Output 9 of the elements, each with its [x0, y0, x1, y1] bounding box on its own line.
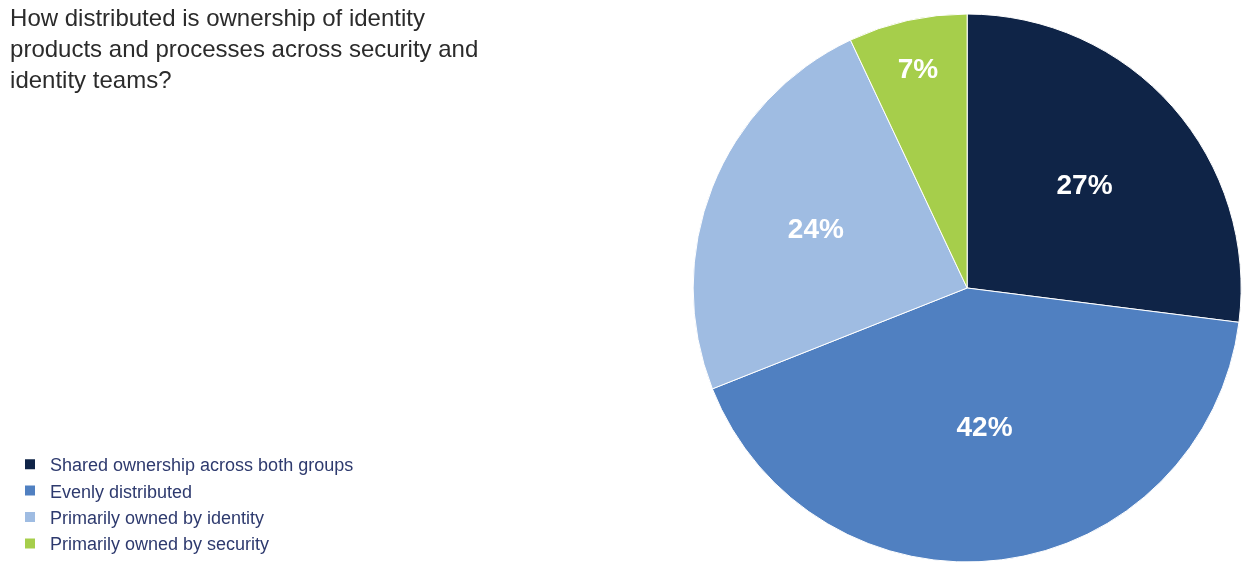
data-label: 27%	[1056, 168, 1113, 200]
legend-label: Evenly distributed	[50, 481, 193, 502]
data-label: 24%	[787, 212, 844, 244]
data-label: 42%	[956, 410, 1013, 442]
legend-label: Primarily owned by security	[50, 534, 270, 555]
legend-label: Primarily owned by identity	[50, 508, 265, 529]
data-label: 7%	[897, 52, 939, 84]
text: How distributed is ownership of identity products and processes across security and identity teams?	[10, 3, 479, 94]
legend-label: Shared ownership across both groups	[50, 455, 354, 476]
